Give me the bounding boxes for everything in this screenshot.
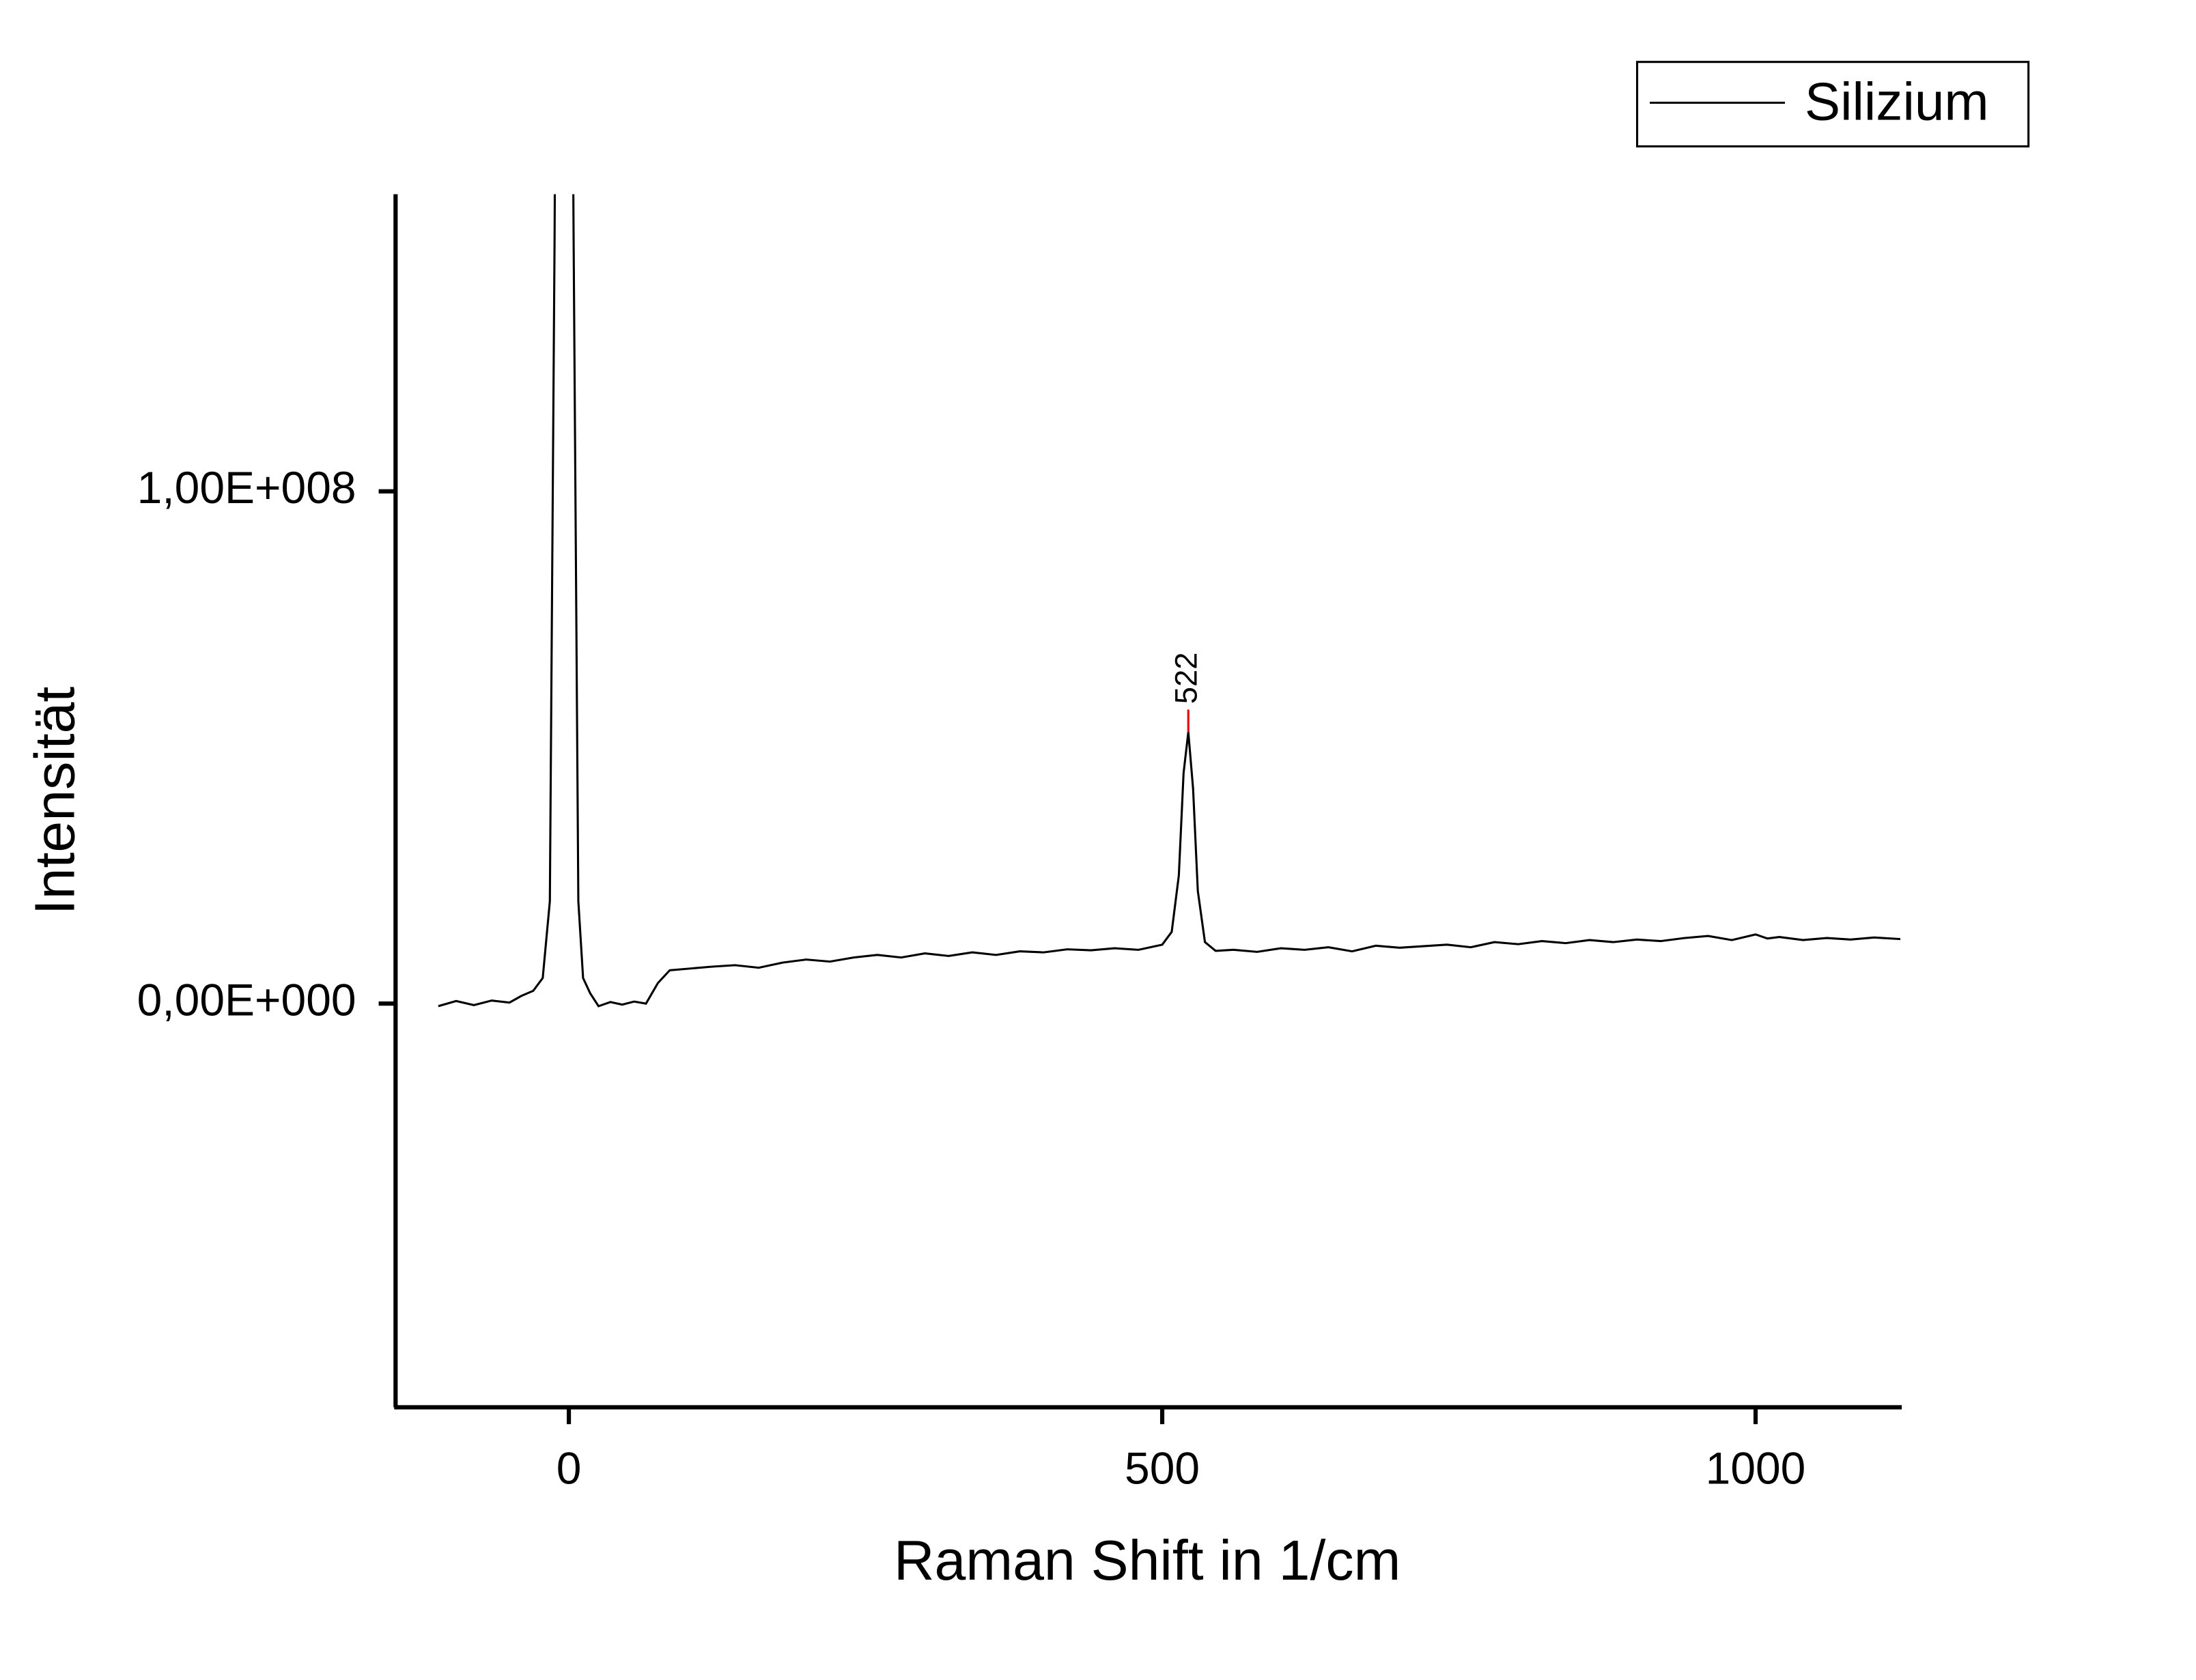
- x-tick-label: 0: [557, 1443, 582, 1494]
- data-line: [438, 194, 1901, 1008]
- y-tick-label: 0,00E+000: [137, 975, 356, 1025]
- x-tick-label: 500: [1125, 1443, 1200, 1494]
- legend-box: [1636, 61, 2030, 147]
- x-axis-label: Raman Shift in 1/cm: [894, 1529, 1400, 1592]
- x-tick-label: 1000: [1706, 1443, 1806, 1494]
- y-tick-label: 1,00E+008: [137, 462, 356, 513]
- legend-label: Silizium: [1805, 71, 1989, 131]
- y-axis-label: Intensität: [23, 687, 86, 915]
- annotation-label: 522: [1168, 653, 1203, 704]
